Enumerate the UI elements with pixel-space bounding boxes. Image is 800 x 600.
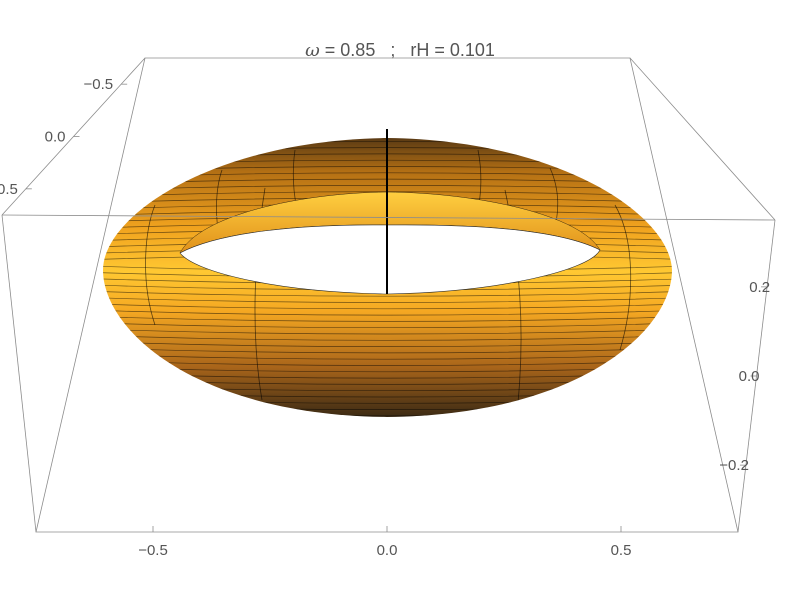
mesh-contour-line bbox=[103, 290, 672, 297]
x-tick-label: 0.0 bbox=[377, 542, 398, 559]
torus-surface bbox=[103, 138, 672, 417]
mesh-contour-line bbox=[103, 297, 672, 303]
mesh-meridian-line bbox=[145, 204, 156, 326]
axis-ticks: −0.5 0.0 0.5 −0.5 0.0 0.5 0.2 0.0 −0.2 bbox=[0, 76, 770, 559]
mesh-contour-line bbox=[103, 334, 672, 341]
mesh-contour-line bbox=[103, 191, 672, 198]
chart-title: ω = 0.85 ; rH = 0.101 bbox=[0, 40, 800, 61]
mesh-contour-line bbox=[103, 328, 672, 335]
mesh-contour-line bbox=[103, 309, 672, 316]
torus-hole bbox=[179, 224, 601, 295]
box-edge bbox=[629, 57, 776, 221]
z-tick-label: −0.2 bbox=[719, 457, 749, 474]
box-edge bbox=[1, 214, 37, 533]
y-tick-label: 0.5 bbox=[0, 181, 18, 198]
mesh-meridian-line bbox=[614, 204, 632, 351]
mesh-contour-line bbox=[103, 322, 672, 329]
z-tick-label: 0.2 bbox=[749, 279, 770, 296]
title-symbol: ω bbox=[305, 40, 320, 61]
x-tick-label: −0.5 bbox=[138, 542, 168, 559]
title-text: = 0.85 ; rH = 0.101 bbox=[319, 40, 495, 60]
box-edge bbox=[1, 214, 776, 221]
x-tick-label: 0.5 bbox=[611, 542, 632, 559]
mesh-contour-line bbox=[103, 347, 672, 354]
mesh-contour-line bbox=[103, 360, 672, 366]
mesh-contour-line bbox=[103, 316, 672, 322]
mesh-contour-line bbox=[103, 341, 672, 347]
mesh-contour-line bbox=[103, 303, 672, 310]
z-tick-label: 0.0 bbox=[739, 368, 760, 385]
y-tick-label: −0.5 bbox=[84, 76, 114, 93]
mesh-contour-line bbox=[103, 353, 672, 360]
y-tick-label: 0.0 bbox=[45, 129, 66, 146]
